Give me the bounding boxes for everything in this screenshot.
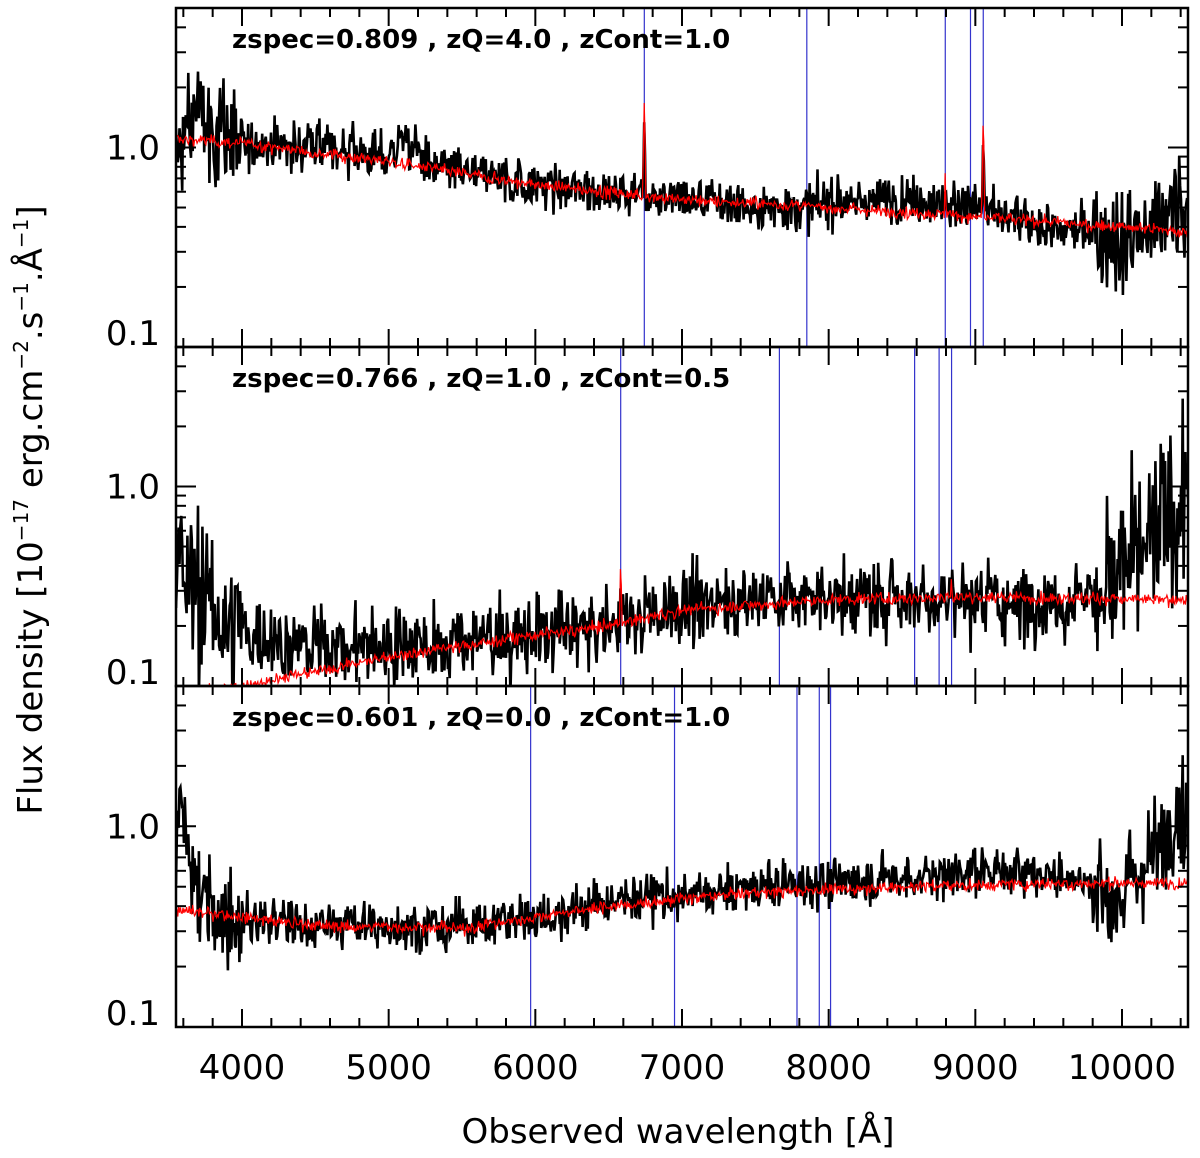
x-axis: 4000 5000 6000 7000 8000 9000 10000 <box>199 1048 1176 1088</box>
y-tick-label: 0.1 <box>106 314 160 354</box>
spectrum-panel-2: 0.1 1.0 zspec=0.766 , zQ=1.0 , zCont=0.5 <box>106 345 1190 693</box>
x-tick-label: 4000 <box>199 1048 286 1088</box>
panel-plot-area <box>176 686 1188 1027</box>
panel-frame <box>174 6 1190 349</box>
panel-frame <box>174 684 1190 1029</box>
observed-spectrum <box>176 755 1188 971</box>
y-axis-title: Flux density [10−17 erg.cm−2.s−1.Å−1] <box>9 205 51 814</box>
panel-label: zspec=0.809 , zQ=4.0 , zCont=1.0 <box>232 25 730 55</box>
x-tick-label: 9000 <box>932 1048 1019 1088</box>
spectrum-panel-3: 0.1 1.0 zspec=0.601 , zQ=0.0 , zCont=1.0 <box>106 684 1190 1034</box>
panel-plot-area <box>176 347 1188 686</box>
model-spectrum <box>176 876 1188 937</box>
y-tick-label: 0.1 <box>106 653 160 693</box>
observed-spectrum <box>176 398 1188 686</box>
x-axis-title: Observed wavelength [Å] <box>461 1111 894 1152</box>
observed-spectrum <box>176 71 1188 296</box>
x-tick-label: 7000 <box>639 1048 726 1088</box>
x-tick-label: 6000 <box>492 1048 579 1088</box>
spectrum-panel-1: 0.1 1.0 zspec=0.809 , zQ=4.0 , zCont=1.0 <box>106 6 1190 354</box>
x-tick-label: 5000 <box>345 1048 432 1088</box>
model-spectrum <box>208 568 1188 686</box>
panel-plot-area <box>176 8 1188 347</box>
model-spectrum <box>176 102 1188 238</box>
y-tick-label: 1.0 <box>106 467 160 507</box>
panel-label: zspec=0.766 , zQ=1.0 , zCont=0.5 <box>232 364 730 394</box>
panel-label: zspec=0.601 , zQ=0.0 , zCont=1.0 <box>232 703 730 733</box>
y-tick-label: 1.0 <box>106 807 160 847</box>
y-tick-label: 0.1 <box>106 994 160 1034</box>
x-tick-label: 10000 <box>1068 1048 1176 1088</box>
y-tick-label: 1.0 <box>106 128 160 168</box>
x-tick-label: 8000 <box>785 1048 872 1088</box>
